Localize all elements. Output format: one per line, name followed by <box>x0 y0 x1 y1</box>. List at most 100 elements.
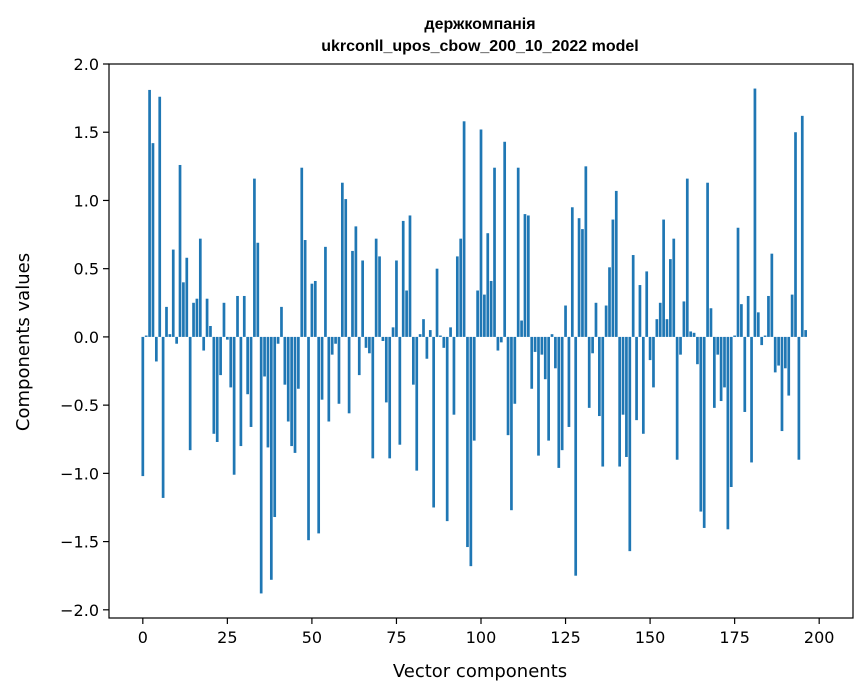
bar-43 <box>286 336 290 422</box>
bar-147 <box>638 285 642 337</box>
bar-78 <box>405 290 408 337</box>
bar-27 <box>232 336 236 475</box>
bar-34 <box>256 242 260 337</box>
bar-12 <box>182 282 185 337</box>
bar-68 <box>371 336 375 459</box>
x-tick-label: 25 <box>217 628 237 647</box>
bar-112 <box>520 320 523 337</box>
bar-107 <box>503 141 507 337</box>
bar-162 <box>689 331 693 337</box>
bar-193 <box>794 132 797 337</box>
bar-33 <box>253 178 256 337</box>
bar-126 <box>567 336 571 427</box>
bar-31 <box>246 336 250 395</box>
bar-60 <box>344 199 348 337</box>
bar-21 <box>212 336 216 434</box>
bar-179 <box>746 295 750 337</box>
bar-120 <box>547 336 550 441</box>
bar-14 <box>188 336 192 451</box>
bar-9 <box>171 249 175 337</box>
bar-52 <box>317 336 321 534</box>
bar-122 <box>554 336 557 369</box>
bar-44 <box>290 336 293 447</box>
bar-186 <box>770 253 774 337</box>
bar-46 <box>297 336 300 389</box>
bar-163 <box>692 332 696 337</box>
bar-116 <box>533 336 537 352</box>
bar-133 <box>591 336 594 354</box>
bar-73 <box>388 336 392 459</box>
bar-150 <box>648 336 652 361</box>
bar-17 <box>198 238 202 337</box>
bar-81 <box>415 336 419 471</box>
bar-178 <box>743 336 747 412</box>
bar-91 <box>449 327 452 337</box>
bar-84 <box>425 336 429 359</box>
y-tick-label: −1.5 <box>60 533 99 552</box>
bar-24 <box>222 302 226 337</box>
y-tick-label: 1.5 <box>74 123 99 142</box>
bar-171 <box>719 336 723 402</box>
bar-45 <box>293 336 297 453</box>
bar-101 <box>483 294 486 337</box>
bar-26 <box>229 336 233 388</box>
bar-166 <box>702 336 706 528</box>
bar-157 <box>672 238 676 337</box>
bar-48 <box>303 240 307 337</box>
bar-80 <box>412 336 415 385</box>
bar-175 <box>733 335 736 337</box>
bar-119 <box>543 336 547 380</box>
bar-41 <box>280 306 283 337</box>
bar-118 <box>540 336 544 355</box>
bar-93 <box>455 256 459 337</box>
y-tick-label: 2.0 <box>74 55 99 74</box>
bar-138 <box>608 267 611 337</box>
y-tick-label: −0.5 <box>60 396 99 415</box>
bar-123 <box>557 336 561 468</box>
x-tick-label: 0 <box>138 628 148 647</box>
bar-86 <box>432 336 436 508</box>
bar-153 <box>658 302 662 337</box>
bar-142 <box>621 336 625 415</box>
chart-title-line2: ukrconll_upos_cbow_200_10_2022 model <box>321 38 638 55</box>
bar-94 <box>459 238 463 337</box>
bar-59 <box>340 182 344 337</box>
bar-168 <box>709 308 713 337</box>
bar-113 <box>523 214 527 337</box>
bar-164 <box>696 336 699 365</box>
y-axis-ticks: −2.0 −1.5 −1.0 −0.5 0.0 0.5 1.0 1.5 2.0 <box>60 55 109 620</box>
bar-74 <box>391 327 395 337</box>
bar-36 <box>263 336 266 377</box>
bar-127 <box>570 207 574 337</box>
bar-114 <box>526 215 530 337</box>
bar-16 <box>195 298 199 337</box>
bar-47 <box>300 167 304 337</box>
bar-70 <box>378 256 381 337</box>
bar-196 <box>804 330 808 337</box>
bar-4 <box>154 336 158 362</box>
bar-125 <box>564 305 567 337</box>
x-tick-label: 100 <box>466 628 497 647</box>
bar-134 <box>594 302 598 337</box>
bar-149 <box>645 271 649 337</box>
bar-165 <box>699 336 703 512</box>
bar-55 <box>327 336 331 422</box>
bar-25 <box>226 336 229 340</box>
bar-130 <box>581 229 584 337</box>
bar-109 <box>510 336 513 511</box>
x-axis-ticks: 0 25 50 75 100 125 150 175 200 <box>138 618 835 647</box>
bar-191 <box>787 336 791 396</box>
bar-5 <box>158 96 162 337</box>
bar-102 <box>486 233 490 337</box>
bar-137 <box>604 305 608 337</box>
bar-131 <box>584 166 588 337</box>
bar-1 <box>144 335 148 337</box>
x-tick-label: 200 <box>804 628 835 647</box>
bar-104 <box>493 167 496 337</box>
bar-72 <box>384 336 388 403</box>
bar-161 <box>685 178 689 337</box>
bar-185 <box>767 295 770 337</box>
y-tick-label: −2.0 <box>60 601 99 620</box>
x-axis-label: Vector components <box>393 661 567 682</box>
bar-184 <box>763 335 767 337</box>
